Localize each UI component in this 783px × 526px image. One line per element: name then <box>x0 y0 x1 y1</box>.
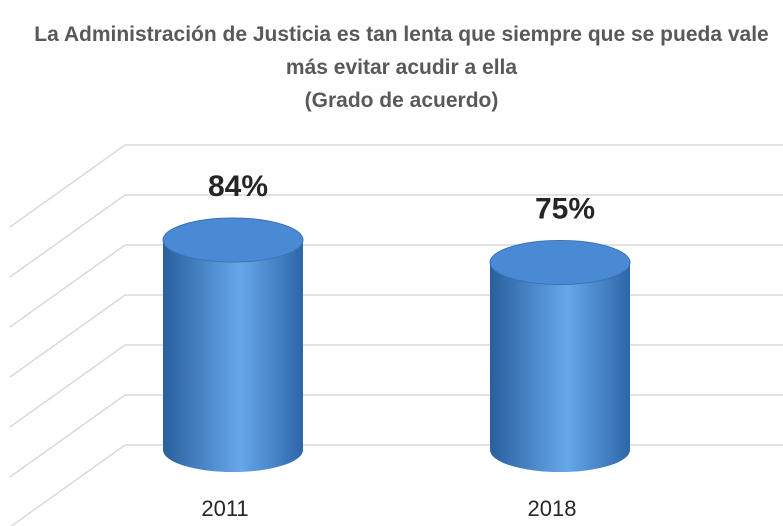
data-label: 84% <box>208 170 268 203</box>
cylinder-top <box>162 217 304 263</box>
cylinder-body <box>163 240 303 472</box>
x-tick-label: 2011 <box>201 496 248 521</box>
grid-line <box>9 194 783 278</box>
grid-line <box>9 294 783 378</box>
chart-title-block: La Administración de Justicia es tan len… <box>20 18 783 117</box>
cylinder <box>162 217 304 472</box>
cylinder <box>489 240 631 472</box>
chart-title: La Administración de Justicia es tan len… <box>34 23 769 79</box>
grid-line <box>9 144 783 228</box>
x-tick-label: 2018 <box>528 496 577 521</box>
data-label: 75% <box>535 192 595 225</box>
grid-line <box>9 344 783 428</box>
grid-line <box>9 394 783 478</box>
chart-subtitle: (Grado de acuerdo) <box>304 89 499 112</box>
cylinder-top <box>489 240 631 285</box>
grid-line <box>9 244 783 328</box>
grid-line <box>10 444 783 526</box>
cylinder-body <box>490 262 630 472</box>
